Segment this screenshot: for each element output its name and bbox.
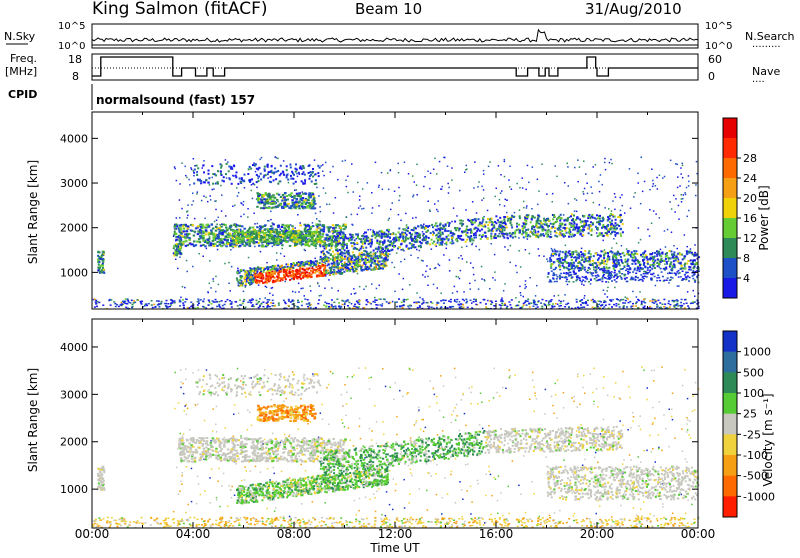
y-tick-label: 3000 — [60, 388, 88, 401]
colorbar-swatch — [723, 218, 737, 238]
station-title: King Salmon (fitACF) — [92, 0, 268, 19]
nsky-label: N.Sky — [4, 30, 36, 43]
power-panel: 1000 2000 3000 4000 Slant Range [km] 4 8 12 16… — [26, 112, 771, 310]
colorbar-tick-label: -25 — [743, 428, 761, 441]
beam-title: Beam 10 — [355, 0, 422, 18]
time-tick-label: 12:00 — [378, 527, 413, 541]
colorbar-tick-label: 8 — [743, 252, 750, 265]
nave-tick-top: 60 — [708, 53, 722, 66]
colorbar-tick-label: -1000 — [743, 490, 775, 503]
colorbar-swatch — [723, 278, 737, 298]
colorbar-swatch — [723, 434, 737, 455]
nsearch-dots: ········· — [752, 42, 781, 53]
colorbar-swatch — [723, 238, 737, 258]
power-scatter — [93, 156, 700, 309]
velocity-ylabel: Slant Range [km] — [26, 368, 40, 472]
colorbar-swatch — [723, 258, 737, 278]
time-tick-label: 08:00 — [277, 527, 312, 541]
colorbar-swatch — [723, 158, 737, 178]
y-tick-label: 3000 — [60, 177, 88, 190]
power-ylabel: Slant Range [km] — [26, 160, 40, 264]
colorbar-tick-label: 16 — [743, 212, 757, 225]
colorbar-tick-label: 4 — [743, 272, 750, 285]
colorbar-tick-label: 28 — [743, 152, 757, 165]
colorbar-swatch — [723, 331, 737, 352]
colorbar-swatch — [723, 414, 737, 435]
y-tick-label: 4000 — [60, 341, 88, 354]
freq-strip: Freq. [MHz] 18 8 60 0 Nave ···· CPID nor… — [5, 52, 780, 110]
freq-tick-bottom: 8 — [72, 70, 79, 83]
nave-dots: ···· — [752, 77, 765, 88]
cpid-value: normalsound (fast) 157 — [96, 93, 255, 107]
colorbar-swatch — [723, 496, 737, 517]
colorbar-swatch — [723, 393, 737, 414]
nsky-tick-top: 10^5 — [58, 21, 85, 32]
time-axis-title: Time UT — [369, 541, 420, 554]
colorbar-swatch — [723, 178, 737, 198]
nsky-trace — [92, 30, 698, 42]
colorbar-tick-label: 25 — [743, 408, 757, 421]
colorbar-swatch — [723, 372, 737, 393]
time-tick-label: 16:00 — [479, 527, 514, 541]
colorbar-swatch — [723, 118, 737, 138]
velocity-cbar-label: Velocity [m s⁻¹] — [761, 393, 775, 486]
time-tick-label: 20:00 — [580, 527, 615, 541]
date-title: 31/Aug/2010 — [585, 0, 682, 18]
time-tick-label: 04:00 — [176, 527, 211, 541]
nsky-tick-bottom: 10^0 — [58, 41, 85, 52]
colorbar-tick-label: 20 — [743, 192, 757, 205]
colorbar-tick-label: 500 — [743, 366, 764, 379]
velocity-frame — [92, 319, 698, 528]
colorbar-swatch — [723, 198, 737, 218]
nsky-strip: N.Sky 10^5 10^0 10^5 10^0 N.Search ·····… — [4, 21, 795, 53]
colorbar-swatch — [723, 455, 737, 476]
freq-label-2: [MHz] — [5, 65, 37, 78]
y-tick-label: 2000 — [60, 436, 88, 449]
colorbar-swatch — [723, 352, 737, 373]
nsearch-tick-bottom: 10^0 — [705, 41, 732, 52]
power-cbar-label: Power [dB] — [757, 185, 771, 250]
colorbar-tick-label: 24 — [743, 172, 757, 185]
colorbar-tick-label: 1000 — [743, 346, 771, 359]
time-tick-label: 00:00 — [681, 527, 716, 541]
cpid-label: CPID — [8, 88, 37, 101]
freq-trace — [92, 57, 698, 76]
velocity-scatter — [92, 366, 699, 528]
freq-tick-top: 18 — [68, 53, 82, 66]
time-axis: 00:00 04:00 08:00 12:00 16:00 20:00 00:00 — [75, 527, 716, 541]
colorbar-swatch — [723, 476, 737, 497]
y-tick-label: 2000 — [60, 222, 88, 235]
y-tick-label: 1000 — [60, 266, 88, 279]
nave-tick-bottom: 0 — [708, 70, 715, 83]
time-tick-label: 00:00 — [75, 527, 110, 541]
freq-label-1: Freq. — [10, 52, 37, 65]
y-tick-label: 1000 — [60, 483, 88, 496]
power-colorbar: 4 8 12 16 20 24 28 — [723, 118, 757, 298]
y-tick-label: 4000 — [60, 132, 88, 145]
nsearch-tick-top: 10^5 — [705, 21, 732, 32]
colorbar-tick-label: 12 — [743, 232, 757, 245]
colorbar-swatch — [723, 138, 737, 158]
velocity-panel: 1000 2000 3000 4000 Slant Range [km] 1000 50… — [26, 319, 775, 529]
